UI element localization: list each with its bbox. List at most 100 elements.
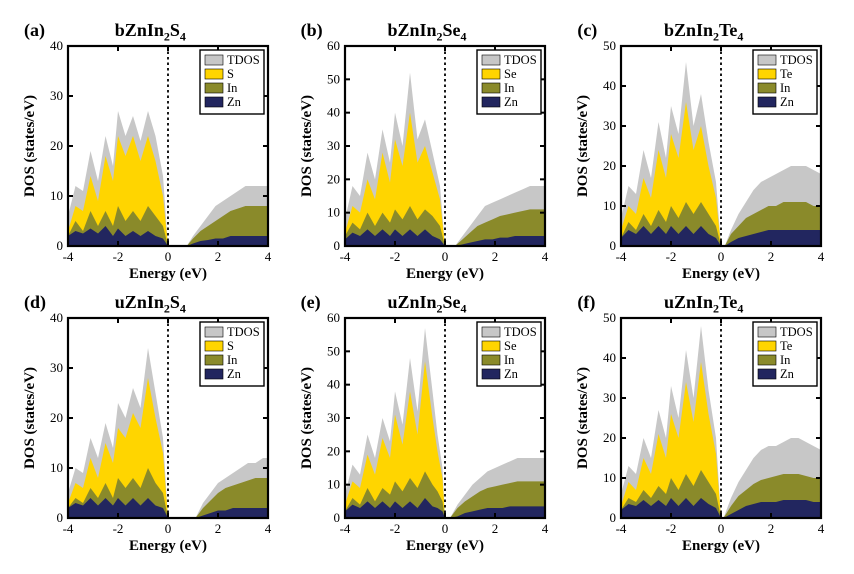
ytick-label: 0 (57, 238, 64, 253)
xtick-label: 4 (265, 249, 272, 264)
xtick-label: 2 (215, 521, 222, 536)
ytick-label: 10 (50, 460, 63, 475)
xlabel: Energy (eV) (682, 266, 760, 282)
xtick-label: 0 (165, 521, 172, 536)
legend: TDOSSInZn (200, 50, 264, 114)
xtick-label: -4 (616, 521, 627, 536)
legend-in-label: In (504, 353, 515, 367)
legend-tdos-label: TDOS (227, 53, 260, 67)
ytick-label: 40 (327, 105, 340, 120)
xtick-label: -2 (389, 521, 400, 536)
ytick-label: 30 (603, 390, 616, 405)
ytick-label: 10 (327, 477, 340, 492)
ytick-label: 30 (603, 118, 616, 133)
legend: TDOSTeInZn (753, 322, 817, 386)
legend-chalcogen-label: Se (504, 339, 517, 353)
xtick-label: 2 (768, 521, 775, 536)
ytick-label: 20 (50, 410, 63, 425)
ytick-label: 0 (57, 510, 64, 525)
legend: TDOSSeInZn (477, 322, 541, 386)
chart-a: -4-2024010203040Energy (eV)DOS (states/e… (20, 20, 280, 282)
legend-tdos-label: TDOS (504, 325, 537, 339)
panel-title-e: uZnIn2Se4 (297, 292, 558, 317)
ytick-label: 20 (50, 138, 63, 153)
legend: TDOSSInZn (200, 322, 264, 386)
panel-title-c: bZnIn2Te4 (573, 20, 834, 45)
ylabel: DOS (states/eV) (299, 367, 315, 469)
chart-e: -4-20240102030405060Energy (eV)DOS (stat… (297, 292, 557, 554)
xtick-label: -4 (616, 249, 627, 264)
legend-tdos-swatch (205, 55, 223, 65)
xtick-label: 4 (818, 521, 825, 536)
legend-zn-swatch (205, 369, 223, 379)
legend-in-label: In (227, 353, 238, 367)
ytick-label: 40 (327, 377, 340, 392)
ytick-label: 10 (50, 188, 63, 203)
legend-in-label: In (227, 81, 238, 95)
legend-chalcogen-swatch (758, 341, 776, 351)
legend-zn-label: Zn (227, 367, 242, 381)
ytick-label: 30 (327, 138, 340, 153)
ytick-label: 0 (333, 510, 340, 525)
xtick-label: 4 (818, 249, 825, 264)
legend-zn-swatch (758, 369, 776, 379)
panel-title-d: uZnIn2S4 (20, 292, 281, 317)
ytick-label: 10 (603, 470, 616, 485)
ylabel: DOS (states/eV) (22, 95, 38, 197)
xtick-label: 0 (165, 249, 172, 264)
xtick-label: -4 (339, 521, 350, 536)
legend-zn-swatch (482, 97, 500, 107)
legend-in-swatch (482, 83, 500, 93)
legend-chalcogen-label: Te (780, 339, 793, 353)
legend-chalcogen-label: Se (504, 67, 517, 81)
xtick-label: 4 (265, 521, 272, 536)
ytick-label: 20 (327, 443, 340, 458)
panel-title-a: bZnIn2S4 (20, 20, 281, 45)
legend-zn-label: Zn (504, 367, 519, 381)
legend-tdos-swatch (758, 327, 776, 337)
legend-chalcogen-label: S (227, 67, 234, 81)
xtick-label: 0 (441, 521, 448, 536)
ytick-label: 0 (610, 238, 617, 253)
xtick-label: 2 (215, 249, 222, 264)
xtick-label: -2 (666, 521, 677, 536)
xlabel: Energy (eV) (406, 538, 484, 554)
legend-in-label: In (780, 353, 791, 367)
xlabel: Energy (eV) (129, 266, 207, 282)
legend-tdos-label: TDOS (780, 325, 813, 339)
ytick-label: 40 (603, 350, 616, 365)
xtick-label: 0 (441, 249, 448, 264)
ytick-label: 30 (50, 88, 63, 103)
legend-tdos-label: TDOS (780, 53, 813, 67)
panel-a: (a)bZnIn2S4-4-2024010203040Energy (eV)DO… (20, 20, 281, 282)
legend-chalcogen-swatch (205, 341, 223, 351)
panel-title-f: uZnIn2Te4 (573, 292, 834, 317)
panel-title-b: bZnIn2Se4 (297, 20, 558, 45)
legend-in-swatch (205, 355, 223, 365)
xtick-label: 0 (718, 249, 725, 264)
legend: TDOSTeInZn (753, 50, 817, 114)
panel-c: (c)bZnIn2Te4-4-202401020304050Energy (eV… (573, 20, 834, 282)
legend-in-swatch (758, 83, 776, 93)
legend-tdos-label: TDOS (504, 53, 537, 67)
ylabel: DOS (states/eV) (575, 367, 591, 469)
ytick-label: 0 (610, 510, 617, 525)
ytick-label: 20 (603, 430, 616, 445)
legend-chalcogen-swatch (758, 69, 776, 79)
legend-zn-label: Zn (227, 95, 242, 109)
legend-in-swatch (758, 355, 776, 365)
ytick-label: 50 (327, 71, 340, 86)
ytick-label: 50 (327, 343, 340, 358)
legend-in-label: In (504, 81, 515, 95)
legend-chalcogen-label: Te (780, 67, 793, 81)
xtick-label: 4 (541, 249, 548, 264)
xtick-label: -4 (63, 249, 74, 264)
legend-chalcogen-swatch (205, 69, 223, 79)
legend-zn-label: Zn (780, 367, 795, 381)
legend-in-swatch (482, 355, 500, 365)
legend-chalcogen-swatch (482, 341, 500, 351)
legend-tdos-label: TDOS (227, 325, 260, 339)
xtick-label: -2 (113, 249, 124, 264)
figure-grid: (a)bZnIn2S4-4-2024010203040Energy (eV)DO… (20, 20, 834, 554)
ytick-label: 20 (603, 158, 616, 173)
